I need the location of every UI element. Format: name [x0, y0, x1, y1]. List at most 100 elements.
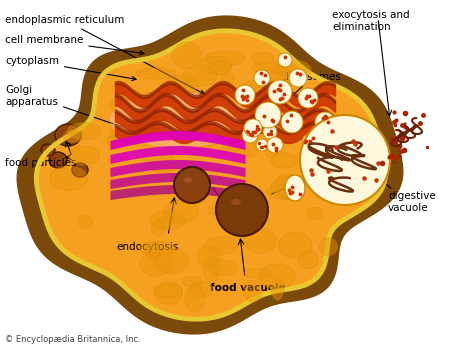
Ellipse shape: [285, 175, 305, 201]
Circle shape: [253, 119, 263, 129]
Text: lysosomes: lysosomes: [281, 72, 341, 105]
Ellipse shape: [263, 66, 293, 89]
Ellipse shape: [221, 140, 259, 159]
Ellipse shape: [175, 116, 189, 130]
Ellipse shape: [136, 68, 176, 79]
Circle shape: [256, 139, 268, 151]
Ellipse shape: [110, 92, 250, 147]
Ellipse shape: [244, 269, 271, 279]
Ellipse shape: [166, 75, 198, 94]
Ellipse shape: [205, 237, 237, 255]
Ellipse shape: [207, 203, 245, 217]
Ellipse shape: [110, 97, 132, 114]
Circle shape: [281, 111, 303, 133]
Circle shape: [302, 134, 318, 150]
Ellipse shape: [247, 126, 262, 135]
Ellipse shape: [142, 147, 173, 167]
Ellipse shape: [128, 122, 158, 147]
Ellipse shape: [277, 60, 311, 79]
Ellipse shape: [158, 217, 172, 227]
Text: cell membrane: cell membrane: [5, 35, 144, 55]
Ellipse shape: [164, 200, 198, 223]
Circle shape: [174, 167, 210, 203]
Ellipse shape: [271, 152, 297, 168]
Ellipse shape: [141, 92, 158, 106]
Ellipse shape: [72, 163, 88, 177]
Ellipse shape: [182, 276, 202, 286]
Ellipse shape: [278, 232, 312, 258]
Ellipse shape: [107, 135, 119, 146]
Ellipse shape: [155, 282, 183, 304]
Text: food particles: food particles: [5, 158, 76, 168]
Text: cytoplasm: cytoplasm: [5, 56, 136, 80]
Ellipse shape: [184, 177, 192, 182]
Ellipse shape: [49, 152, 67, 168]
Ellipse shape: [208, 61, 232, 75]
Ellipse shape: [271, 277, 284, 300]
Text: endoplasmic reticulum: endoplasmic reticulum: [5, 15, 204, 94]
Ellipse shape: [151, 131, 171, 145]
Ellipse shape: [258, 264, 295, 289]
Circle shape: [268, 80, 292, 104]
Ellipse shape: [67, 122, 101, 140]
Ellipse shape: [235, 203, 252, 219]
Ellipse shape: [239, 80, 269, 108]
Ellipse shape: [146, 243, 160, 258]
Ellipse shape: [252, 62, 287, 74]
Ellipse shape: [319, 238, 338, 256]
Ellipse shape: [266, 185, 304, 199]
Ellipse shape: [55, 124, 81, 146]
Ellipse shape: [128, 90, 141, 106]
Ellipse shape: [231, 199, 241, 205]
Ellipse shape: [140, 252, 173, 276]
Ellipse shape: [197, 245, 219, 267]
Ellipse shape: [205, 51, 245, 65]
Circle shape: [242, 127, 258, 143]
Text: exocytosis and
elimination: exocytosis and elimination: [332, 10, 410, 32]
Ellipse shape: [225, 146, 249, 159]
Circle shape: [216, 184, 268, 236]
Ellipse shape: [110, 119, 143, 144]
Ellipse shape: [183, 65, 217, 86]
Ellipse shape: [180, 135, 213, 151]
Ellipse shape: [265, 140, 279, 158]
Ellipse shape: [152, 219, 164, 236]
Circle shape: [244, 119, 262, 137]
Ellipse shape: [243, 280, 262, 302]
Text: digestive
vacuole: digestive vacuole: [388, 191, 436, 213]
Ellipse shape: [197, 127, 221, 146]
Ellipse shape: [244, 228, 277, 253]
Ellipse shape: [199, 56, 232, 74]
Ellipse shape: [185, 285, 205, 312]
Text: Golgi
apparatus: Golgi apparatus: [5, 85, 151, 137]
Polygon shape: [17, 15, 404, 335]
Ellipse shape: [271, 177, 304, 198]
Polygon shape: [36, 31, 386, 319]
Ellipse shape: [252, 52, 274, 65]
Ellipse shape: [145, 110, 184, 131]
Ellipse shape: [63, 130, 83, 143]
Ellipse shape: [189, 281, 213, 298]
Ellipse shape: [275, 174, 300, 200]
Text: endocytosis: endocytosis: [117, 242, 179, 252]
Ellipse shape: [68, 146, 99, 165]
Ellipse shape: [203, 256, 220, 283]
Circle shape: [254, 70, 270, 86]
Ellipse shape: [154, 249, 189, 273]
Ellipse shape: [198, 96, 224, 110]
Ellipse shape: [188, 108, 211, 125]
Ellipse shape: [78, 215, 92, 229]
Circle shape: [267, 137, 283, 153]
Circle shape: [255, 102, 281, 128]
Ellipse shape: [208, 260, 238, 275]
Ellipse shape: [140, 241, 175, 256]
Text: food vacuole: food vacuole: [210, 283, 286, 293]
Ellipse shape: [230, 205, 255, 215]
Ellipse shape: [298, 251, 318, 269]
Ellipse shape: [50, 166, 88, 191]
Circle shape: [289, 69, 307, 87]
Circle shape: [278, 53, 292, 67]
Circle shape: [315, 112, 335, 132]
Ellipse shape: [150, 211, 185, 230]
Circle shape: [235, 85, 255, 105]
